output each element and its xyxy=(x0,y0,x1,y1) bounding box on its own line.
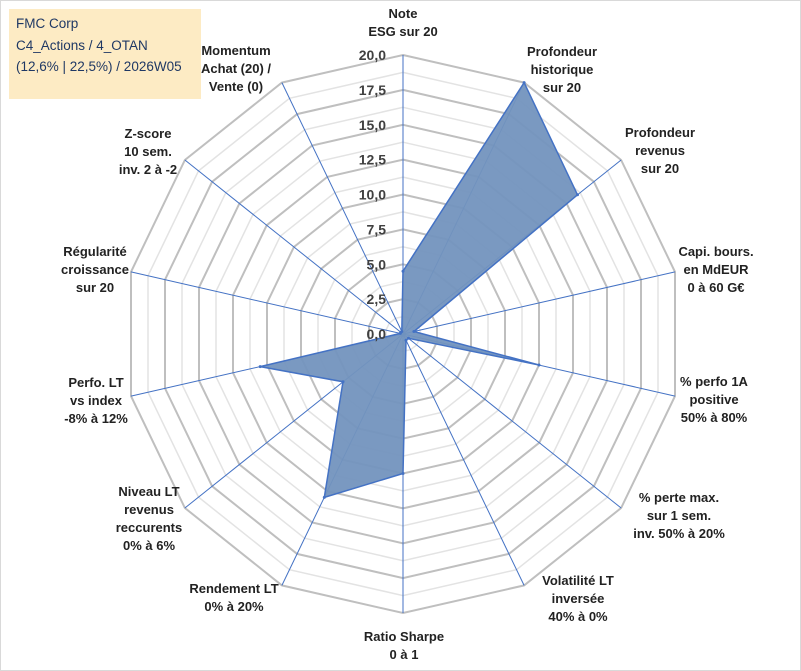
range-and-week: (12,6% | 22,5%) / 2026W05 xyxy=(16,59,182,74)
axis-labels: Note ESG sur 20 Profondeur historique sur 20… xyxy=(61,6,754,662)
series-point xyxy=(322,495,326,499)
tick-label: 5,0 xyxy=(367,256,387,272)
series-point xyxy=(400,330,404,333)
tick-label: 20,0 xyxy=(359,47,386,63)
axis-spoke xyxy=(402,271,676,335)
axis-label: Niveau LT revenus reccurents 0% à 6% xyxy=(116,484,182,553)
axis-spoke xyxy=(402,333,525,586)
series-point xyxy=(258,365,262,369)
axis-label: Capi. bours. en MdEUR 0 à 60 G€ xyxy=(678,244,753,295)
tick-label: 7,5 xyxy=(367,221,387,237)
series-point xyxy=(407,336,410,340)
axis-spoke xyxy=(402,333,622,509)
axis-label: % perte max. sur 1 sem. inv. 50% à 20% xyxy=(633,490,725,541)
series-point xyxy=(576,193,579,197)
radial-tick-labels: 0,0 2,5 5,0 7,5 10,0 12,5 15,0 17,5 20,0 xyxy=(359,47,386,342)
tick-label: 2,5 xyxy=(367,291,387,307)
axis-label: Z-score 10 sem. inv. 2 à -2 xyxy=(119,126,177,177)
tick-label: 15,0 xyxy=(359,117,386,133)
axis-label: Volatilité LT inversée 40% à 0% xyxy=(542,573,614,624)
axis-label: Rendement LT 0% à 20% xyxy=(189,581,278,614)
axis-label: Régularité croissance sur 20 xyxy=(61,244,129,295)
tick-label: 10,0 xyxy=(359,187,386,203)
series-point xyxy=(341,380,345,384)
series-point xyxy=(404,338,408,342)
radar-series xyxy=(258,81,579,499)
series-point xyxy=(401,472,405,475)
axis-spoke xyxy=(281,82,404,335)
axis-label: Profondeur historique sur 20 xyxy=(527,44,597,95)
axis-spoke xyxy=(130,271,404,335)
tick-label: 17,5 xyxy=(359,82,386,98)
tick-label: 0,0 xyxy=(367,326,387,342)
tick-label: 12,5 xyxy=(359,152,386,168)
series-point xyxy=(522,81,526,85)
axis-label: Perfo. LT vs index -8% à 12% xyxy=(64,375,128,426)
axis-spoke xyxy=(184,159,404,335)
chart-title-box: FMC Corp C4_Actions / 4_OTAN (12,6% | 22… xyxy=(9,9,201,99)
axis-label: Momentum Achat (20) / Vente (0) xyxy=(201,43,271,94)
series-point xyxy=(401,269,405,273)
axis-label: Ratio Sharpe 0 à 1 xyxy=(364,629,444,662)
portfolio-category: C4_Actions / 4_OTAN xyxy=(16,37,148,53)
axis-label: Profondeur revenus sur 20 xyxy=(625,125,695,176)
axis-label: % perfo 1A positive 50% à 80% xyxy=(680,374,749,425)
company-name: FMC Corp xyxy=(16,16,79,31)
axis-label: Note ESG sur 20 xyxy=(368,6,437,39)
series-point xyxy=(537,363,541,367)
series-point xyxy=(412,330,416,333)
